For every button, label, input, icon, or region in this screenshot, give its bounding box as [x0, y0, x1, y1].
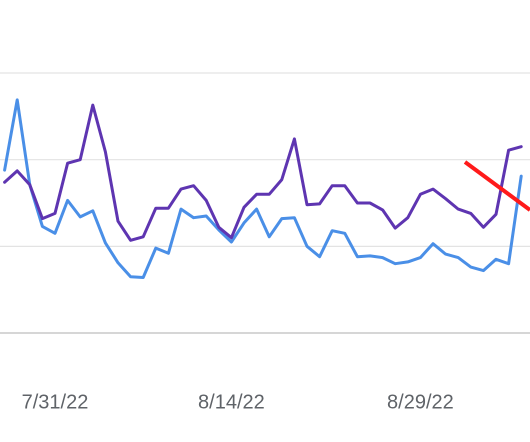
red-arrow	[463, 160, 530, 212]
x-tick-label: 8/14/22	[198, 391, 265, 413]
series-line	[3, 103, 523, 242]
series-line	[3, 98, 523, 279]
x-labels: 7/31/22 8/14/22 8/29/22	[22, 391, 454, 413]
x-tick-label: 7/31/22	[22, 391, 89, 413]
grid	[0, 72, 530, 334]
x-tick-label: 8/29/22	[387, 391, 454, 413]
lines	[3, 98, 523, 279]
